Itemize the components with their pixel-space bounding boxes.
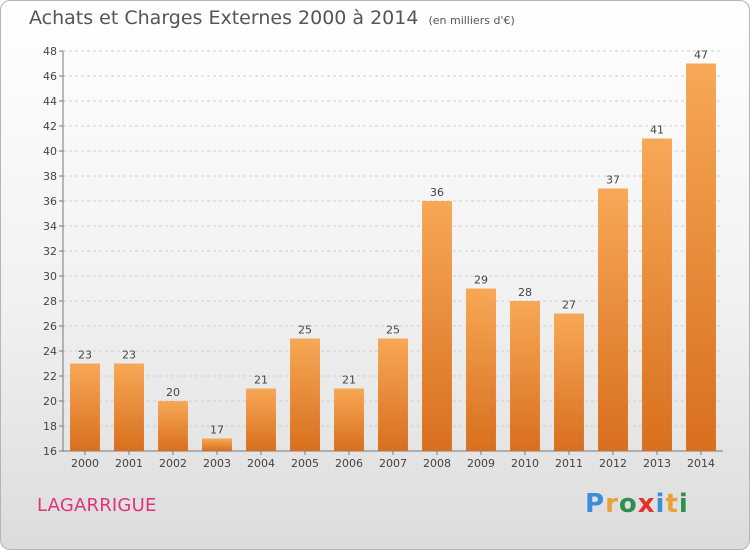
bar-value-label: 36	[430, 186, 444, 199]
bar-2009	[466, 288, 496, 451]
commune-name: LAGARRIGUE	[37, 495, 157, 516]
bar-value-label: 29	[474, 274, 488, 287]
x-tick-label: 2001	[115, 457, 143, 470]
y-tick-label: 24	[43, 345, 57, 358]
y-tick-label: 38	[43, 170, 57, 183]
chart-unit: (en milliers d'€)	[428, 14, 515, 27]
logo-letter: P	[585, 489, 606, 519]
x-tick-label: 2014	[687, 457, 715, 470]
bar-value-label: 21	[254, 374, 268, 387]
x-tick-label: 2012	[599, 457, 627, 470]
x-tick-label: 2011	[555, 457, 583, 470]
x-tick-label: 2007	[379, 457, 407, 470]
bar-2001	[114, 363, 144, 451]
bar-2013	[642, 138, 672, 451]
bar-value-label: 23	[78, 349, 92, 362]
bar-2000	[70, 363, 100, 451]
x-tick-label: 2000	[71, 457, 99, 470]
proxiti-logo: Proxiti	[585, 489, 689, 519]
bar-value-label: 25	[386, 324, 400, 337]
bar-2014	[686, 63, 716, 451]
bar-value-label: 20	[166, 386, 180, 399]
bar-2011	[554, 313, 584, 451]
bar-value-label: 28	[518, 286, 532, 299]
bar-layer	[70, 63, 716, 451]
y-tick-label: 18	[43, 420, 57, 433]
bar-2005	[290, 338, 320, 451]
logo-letter: x	[637, 489, 656, 519]
x-tick-label: 2006	[335, 457, 363, 470]
bar-value-label: 37	[606, 174, 620, 187]
y-tick-label: 16	[43, 445, 57, 458]
label-layer: 23 2000 23 2001 20 2002 17 2003 21 2004 25 2005 21 20…	[71, 49, 715, 471]
bar-2010	[510, 301, 540, 451]
x-tick-label: 2002	[159, 457, 187, 470]
bar-value-label: 25	[298, 324, 312, 337]
chart-title-block: Achats et Charges Externes 2000 à 2014 (e…	[29, 7, 515, 29]
chart-title: Achats et Charges Externes 2000 à 2014	[29, 7, 419, 29]
y-tick-label: 30	[43, 270, 57, 283]
x-tick-label: 2009	[467, 457, 495, 470]
bar-value-label: 41	[650, 124, 664, 137]
y-tick-label: 44	[43, 95, 57, 108]
y-tick-label: 40	[43, 145, 57, 158]
x-tick-label: 2004	[247, 457, 275, 470]
bar-2012	[598, 188, 628, 451]
x-tick-label: 2003	[203, 457, 231, 470]
logo-letter: t	[665, 489, 679, 519]
bar-value-label: 23	[122, 349, 136, 362]
bar-value-label: 17	[210, 424, 224, 437]
y-tick-label: 20	[43, 395, 57, 408]
bar-value-label: 47	[694, 49, 708, 62]
x-tick-label: 2010	[511, 457, 539, 470]
bar-2003	[202, 438, 232, 451]
y-tick-label: 32	[43, 245, 57, 258]
logo-letter: o	[618, 489, 638, 519]
logo-letter: r	[605, 489, 619, 519]
y-tick-label: 46	[43, 70, 57, 83]
bar-2006	[334, 388, 364, 451]
bar-value-label: 27	[562, 299, 576, 312]
y-tick-label: 48	[43, 45, 57, 58]
bar-value-label: 21	[342, 374, 356, 387]
y-tick-label: 28	[43, 295, 57, 308]
bar-2007	[378, 338, 408, 451]
logo-letter: i	[678, 489, 689, 519]
y-tick-label: 42	[43, 120, 57, 133]
y-tick-label: 34	[43, 220, 57, 233]
x-tick-label: 2013	[643, 457, 671, 470]
y-tick-label: 22	[43, 370, 57, 383]
y-tick-label: 36	[43, 195, 57, 208]
y-tick-label: 26	[43, 320, 57, 333]
bar-2008	[422, 201, 452, 451]
bar-2004	[246, 388, 276, 451]
x-tick-label: 2008	[423, 457, 451, 470]
logo-letter: i	[655, 489, 666, 519]
bar-2002	[158, 401, 188, 451]
x-tick-label: 2005	[291, 457, 319, 470]
